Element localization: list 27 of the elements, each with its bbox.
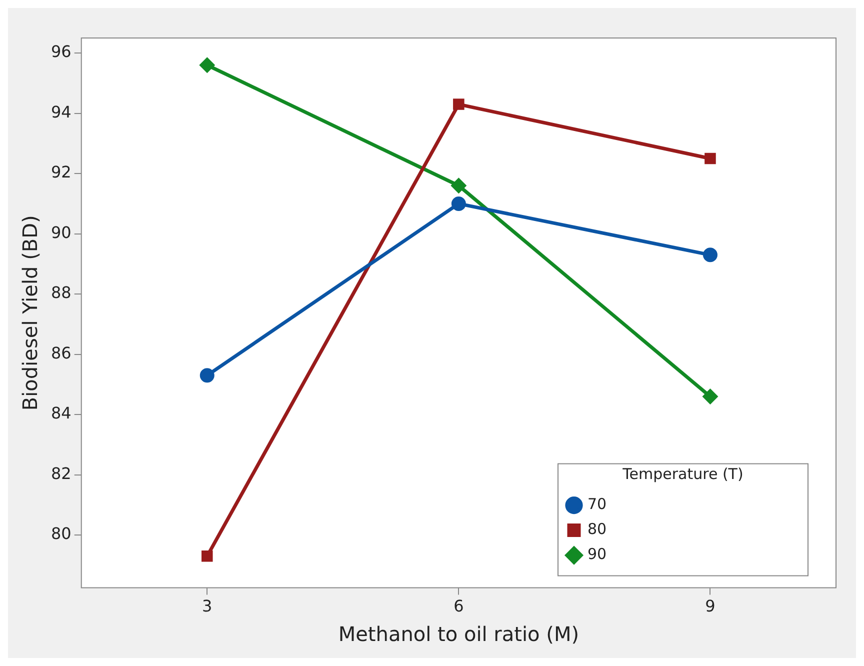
legend-title: Temperature (T)	[622, 465, 744, 484]
y-tick-label: 86	[51, 343, 72, 362]
legend-label: 80	[588, 520, 607, 538]
point	[453, 98, 464, 110]
x-tick-label: 3	[202, 596, 212, 616]
legend-label: 70	[588, 495, 607, 514]
y-tick-label: 90	[51, 222, 72, 242]
x-axis-title: Methanol to oil ratio (M)	[338, 622, 579, 646]
legend-label: 90	[588, 545, 607, 564]
point	[702, 389, 718, 404]
point	[702, 248, 718, 262]
y-axis-title: Biodiesel Yield (BD)	[18, 215, 42, 411]
y-tick-label: 92	[51, 162, 72, 182]
point	[200, 58, 214, 72]
point	[704, 152, 716, 164]
point	[451, 178, 466, 193]
x-tick-label: 6	[454, 596, 464, 616]
point	[201, 550, 213, 562]
y-tick-label: 96	[51, 42, 72, 62]
point	[451, 196, 466, 211]
y-tick-label: 80	[51, 524, 72, 544]
point	[200, 368, 214, 383]
x-tick-label: 9	[705, 596, 716, 616]
y-tick-label: 82	[51, 464, 72, 483]
y-tick-label: 84	[51, 404, 72, 423]
y-tick-label: 94	[51, 102, 72, 122]
y-tick-label: 88	[51, 283, 72, 302]
